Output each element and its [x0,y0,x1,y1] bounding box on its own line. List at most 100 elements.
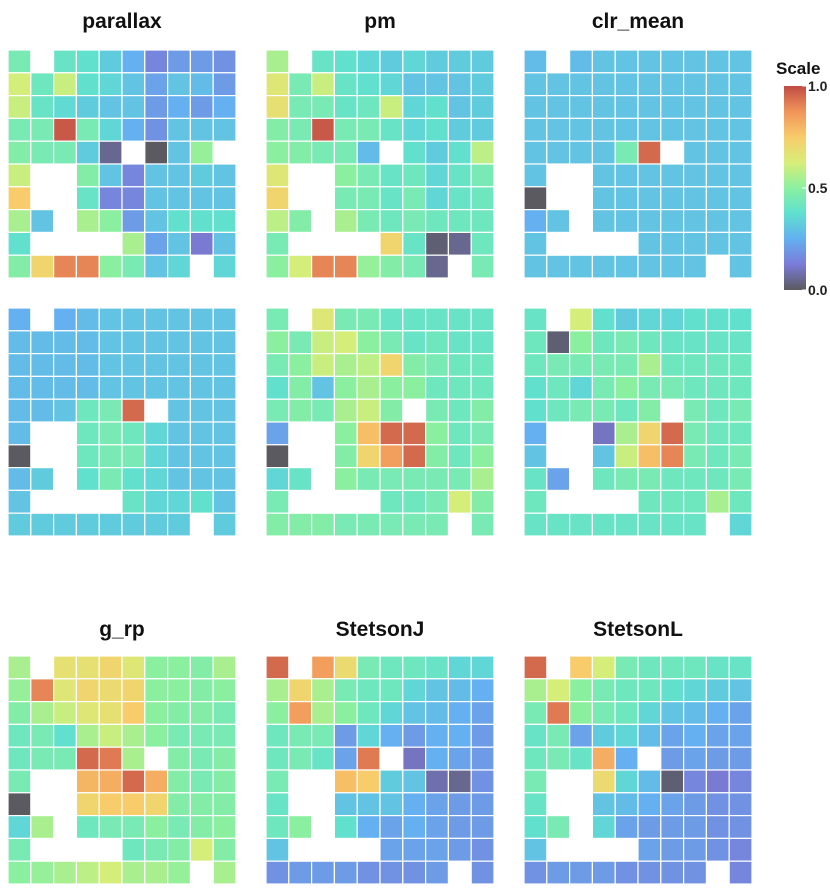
heatmap-cell [614,860,639,885]
heatmap-cell [470,489,495,514]
heatmap-cell [523,421,548,446]
heatmap-cell [52,678,77,703]
heatmap-cell [75,746,100,771]
heatmap-cell [356,94,381,119]
heatmap-cell [98,163,123,188]
heatmap-cell [212,49,237,74]
heatmap-cell [447,398,472,423]
heatmap-cell [682,489,707,514]
heatmap-cell [75,769,100,794]
heatmap-cell [425,140,450,165]
heatmap-cell [167,353,192,378]
heatmap-cell [189,163,214,188]
heatmap-cell [356,72,381,97]
heatmap-cell [546,117,571,142]
heatmap-cell [425,792,450,817]
heatmap-cell [705,792,730,817]
heatmap-cell [682,512,707,537]
heatmap-cell [52,512,77,537]
heatmap-cell [121,117,146,142]
heatmap-cell [523,209,548,234]
heatmap-cell [144,860,169,885]
heatmap-cell [523,307,548,332]
heatmap-cell [591,655,616,680]
heatmap-cell [568,49,593,74]
heatmap-cell [121,814,146,839]
heatmap-cell [402,353,427,378]
heatmap-cell [75,94,100,119]
heatmap-cell [98,117,123,142]
heatmap-cell [52,860,77,885]
heatmap-cell [7,398,32,423]
heatmap-cell [591,769,616,794]
heatmap-cell [7,117,32,142]
heatmap-cell [144,375,169,400]
heatmap-cell [288,814,313,839]
heatmap-cell [52,723,77,748]
heatmap-cell [212,421,237,446]
heatmap-cell [265,512,290,537]
heatmap-cell [447,94,472,119]
heatmap-cell [568,860,593,885]
heatmap-cell [121,254,146,279]
heatmap-cell [265,678,290,703]
heatmap-cell [546,512,571,537]
panel-pm: pm [265,10,495,279]
heatmap-cell [98,655,123,680]
heatmap-cell [728,700,753,725]
heatmap-cell [546,814,571,839]
heatmap-cell [288,723,313,748]
heatmap-cell [470,330,495,355]
heatmap-cell [470,186,495,211]
heatmap-cell [7,746,32,771]
heatmap-cell [7,72,32,97]
heatmap-cell [212,746,237,771]
heatmap-cell [75,353,100,378]
heatmap-cell [167,421,192,446]
heatmap-cell [98,375,123,400]
heatmap-cell [30,117,55,142]
heatmap-cell [705,444,730,469]
heatmap-cell [75,723,100,748]
heatmap-cell [311,353,336,378]
heatmap-cell [144,186,169,211]
heatmap-cell [637,375,662,400]
heatmap-cell [425,307,450,332]
heatmap-cell [212,72,237,97]
heatmap-cell [705,330,730,355]
heatmap-cell [121,678,146,703]
heatmap-cell [75,678,100,703]
heatmap-cell [30,254,55,279]
heatmap-cell [288,140,313,165]
heatmap-cell [425,209,450,234]
heatmap-cell [728,398,753,423]
heatmap-cell [265,94,290,119]
heatmap-cell [660,163,685,188]
heatmap-cell [470,375,495,400]
heatmap-cell [637,330,662,355]
heatmap-cell [568,117,593,142]
heatmap-cell [523,512,548,537]
heatmap-cell [614,254,639,279]
heatmap-cell [447,72,472,97]
heatmap-cell [379,254,404,279]
heatmap-cell [121,209,146,234]
heatmap-cell [144,254,169,279]
heatmap-cell [637,231,662,256]
heatmap-cell [121,375,146,400]
heatmap-cell [660,489,685,514]
heatmap-cell [121,655,146,680]
heatmap-cell [30,353,55,378]
heatmap-cell [591,49,616,74]
heatmap-cell [705,140,730,165]
heatmap-cell [189,467,214,492]
heatmap-cell [614,444,639,469]
heatmap-cell [379,792,404,817]
heatmap-cell [523,94,548,119]
heatmap-cell [121,860,146,885]
heatmap-cell [167,72,192,97]
heatmap-cell [144,655,169,680]
heatmap-cell [402,746,427,771]
heatmap-cell [470,307,495,332]
heatmap-cell [705,49,730,74]
